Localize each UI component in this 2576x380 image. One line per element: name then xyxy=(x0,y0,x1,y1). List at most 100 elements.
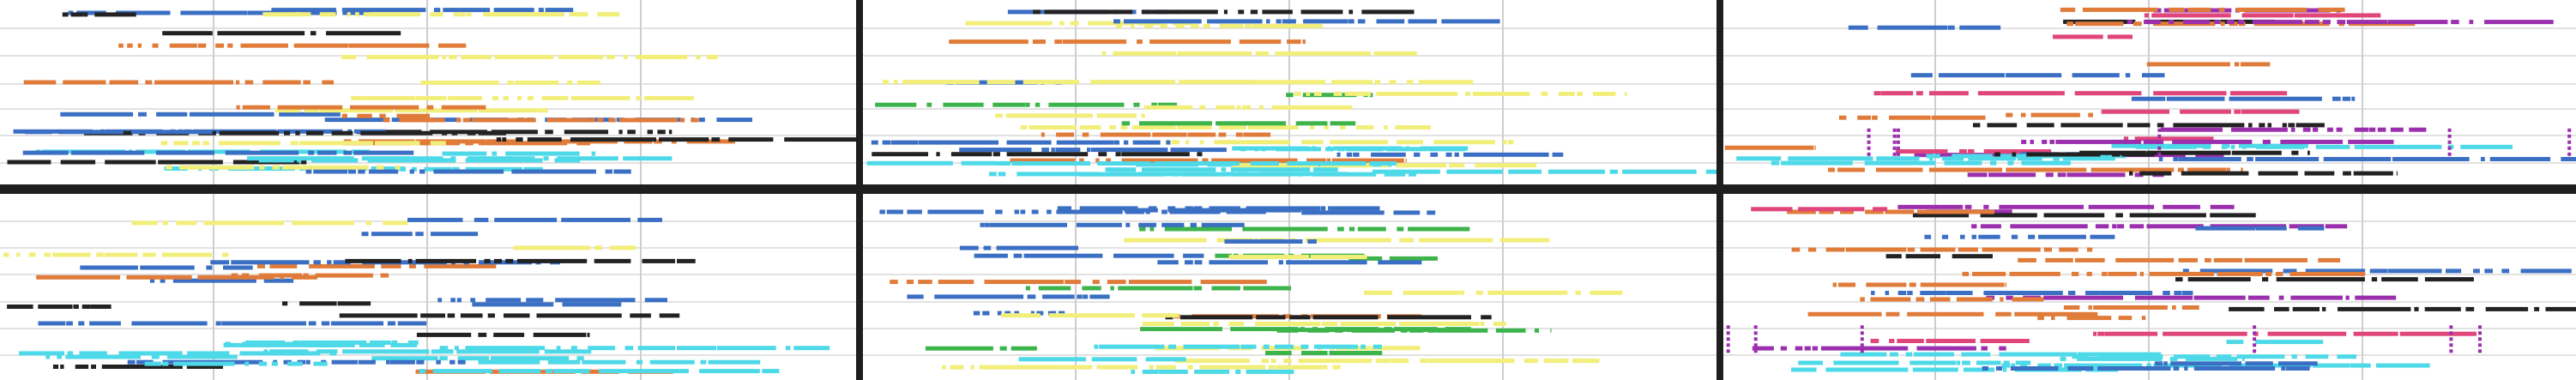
note xyxy=(1333,146,1403,151)
note xyxy=(361,232,369,237)
note xyxy=(637,217,662,222)
note xyxy=(2111,143,2137,148)
note xyxy=(906,280,914,285)
note xyxy=(1860,325,1864,329)
note xyxy=(1870,339,1879,343)
note xyxy=(2322,20,2331,25)
note xyxy=(1094,344,1099,349)
note xyxy=(2045,257,2073,262)
note xyxy=(1287,39,1301,45)
note xyxy=(1798,360,1823,365)
note xyxy=(236,105,240,110)
note xyxy=(1972,271,2006,276)
note xyxy=(7,160,51,165)
note xyxy=(2020,363,2027,368)
note xyxy=(1239,39,1282,45)
note xyxy=(1398,322,1480,326)
note xyxy=(90,305,112,309)
note xyxy=(197,274,274,280)
note xyxy=(2059,247,2078,252)
note xyxy=(1987,123,2018,128)
note xyxy=(1848,25,1868,30)
note xyxy=(19,351,65,356)
note xyxy=(700,359,707,365)
note xyxy=(2229,91,2288,96)
note xyxy=(1990,160,1997,166)
note xyxy=(2332,96,2341,101)
note xyxy=(247,359,263,365)
note xyxy=(1885,291,1890,295)
note xyxy=(576,356,584,361)
note xyxy=(554,369,590,374)
note xyxy=(263,349,268,354)
note xyxy=(292,220,354,226)
note xyxy=(1808,247,1817,252)
note xyxy=(1971,224,1977,229)
note xyxy=(105,160,156,165)
note xyxy=(1357,226,1386,232)
note xyxy=(156,112,188,117)
note xyxy=(1023,253,1103,258)
note xyxy=(222,252,229,257)
note xyxy=(1213,322,1219,326)
note xyxy=(1235,132,1243,137)
note xyxy=(871,140,878,145)
note xyxy=(1952,254,1993,259)
note xyxy=(1113,19,1120,24)
note xyxy=(1344,91,1372,96)
note xyxy=(351,95,365,100)
note xyxy=(1956,297,1993,302)
note xyxy=(1724,145,1814,150)
note xyxy=(144,361,162,366)
note xyxy=(140,265,195,270)
note xyxy=(2177,167,2184,172)
note xyxy=(1255,51,1269,56)
note xyxy=(1999,204,2084,209)
note xyxy=(2322,306,2326,311)
note xyxy=(63,80,106,85)
note xyxy=(1889,339,1895,343)
note xyxy=(1097,161,1151,166)
note xyxy=(505,258,514,263)
note xyxy=(2447,140,2452,144)
note xyxy=(474,217,489,222)
note xyxy=(395,108,477,113)
note xyxy=(1403,290,1460,295)
note xyxy=(1994,152,2000,157)
note xyxy=(393,166,397,172)
note xyxy=(1328,146,1332,151)
note xyxy=(450,156,456,161)
note xyxy=(2469,20,2474,25)
note xyxy=(2187,7,2211,12)
note xyxy=(1865,209,1884,214)
note xyxy=(1876,156,1920,161)
note xyxy=(443,8,491,13)
note xyxy=(556,346,561,351)
note xyxy=(227,43,233,48)
note xyxy=(2067,366,2094,371)
note xyxy=(2182,268,2189,274)
note xyxy=(1459,290,1465,295)
note xyxy=(2345,295,2350,300)
note xyxy=(2072,73,2120,78)
note xyxy=(2210,204,2235,209)
note xyxy=(1307,239,1317,244)
note xyxy=(483,12,564,17)
note xyxy=(131,321,208,326)
note xyxy=(341,113,347,118)
note xyxy=(2157,146,2162,150)
note xyxy=(2100,291,2153,295)
note xyxy=(299,301,337,306)
note xyxy=(240,43,288,48)
note xyxy=(1211,158,1298,163)
note xyxy=(2158,157,2163,161)
note xyxy=(494,217,558,222)
note xyxy=(1157,260,1179,265)
note xyxy=(1320,206,1326,211)
note xyxy=(2088,305,2092,310)
note xyxy=(2343,171,2351,176)
note xyxy=(995,209,1003,214)
note xyxy=(310,31,317,36)
note xyxy=(927,209,984,214)
note xyxy=(2231,150,2282,155)
